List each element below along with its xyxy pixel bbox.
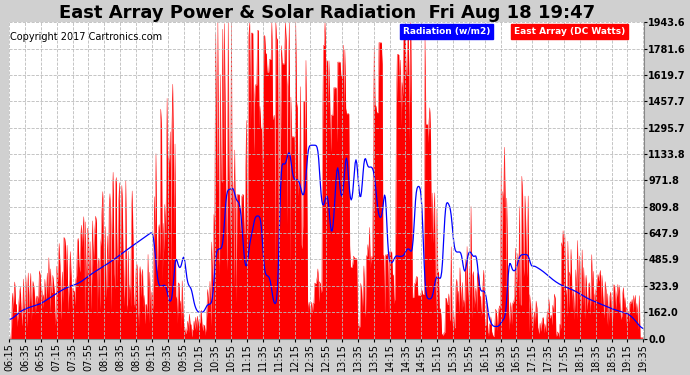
Text: Radiation (w/m2): Radiation (w/m2) [403,27,490,36]
Text: Copyright 2017 Cartronics.com: Copyright 2017 Cartronics.com [10,32,162,42]
Text: East Array (DC Watts): East Array (DC Watts) [514,27,625,36]
Title: East Array Power & Solar Radiation  Fri Aug 18 19:47: East Array Power & Solar Radiation Fri A… [59,4,595,22]
